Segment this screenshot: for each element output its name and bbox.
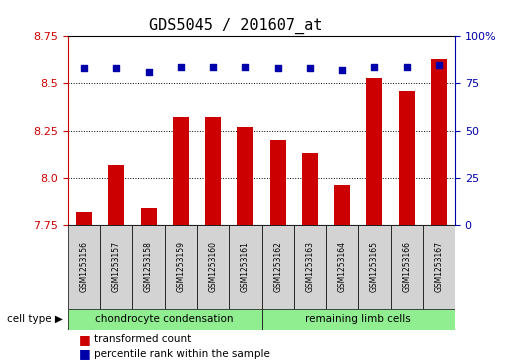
Text: ■: ■ xyxy=(78,347,90,360)
Point xyxy=(209,64,218,69)
Bar xyxy=(100,225,132,309)
Bar xyxy=(302,153,318,225)
Point xyxy=(370,64,379,69)
Text: GSM1253156: GSM1253156 xyxy=(79,241,88,292)
Bar xyxy=(262,309,455,330)
Text: GSM1253163: GSM1253163 xyxy=(305,241,314,292)
Bar xyxy=(423,225,455,309)
Bar xyxy=(205,118,221,225)
Bar xyxy=(366,78,382,225)
Bar xyxy=(326,225,358,309)
Point xyxy=(112,65,120,71)
Text: GSM1253166: GSM1253166 xyxy=(402,241,411,292)
Text: chondrocyte condensation: chondrocyte condensation xyxy=(96,314,234,325)
Text: GSM1253157: GSM1253157 xyxy=(112,241,121,292)
Text: GSM1253162: GSM1253162 xyxy=(273,241,282,292)
Text: GSM1253165: GSM1253165 xyxy=(370,241,379,292)
Point xyxy=(177,64,185,69)
Point xyxy=(338,68,346,73)
Bar xyxy=(294,225,326,309)
Text: GDS5045 / 201607_at: GDS5045 / 201607_at xyxy=(149,18,322,34)
Point xyxy=(241,64,249,69)
Bar xyxy=(165,225,197,309)
Point xyxy=(435,62,443,68)
Text: GSM1253167: GSM1253167 xyxy=(435,241,444,292)
Bar xyxy=(358,225,391,309)
Point xyxy=(144,69,153,75)
Bar xyxy=(391,225,423,309)
Bar xyxy=(399,91,415,225)
Bar xyxy=(269,140,286,225)
Text: remaining limb cells: remaining limb cells xyxy=(305,314,411,325)
Text: GSM1253159: GSM1253159 xyxy=(176,241,185,292)
Text: GSM1253160: GSM1253160 xyxy=(209,241,218,292)
Bar xyxy=(141,208,157,225)
Text: percentile rank within the sample: percentile rank within the sample xyxy=(94,349,270,359)
Bar xyxy=(173,118,189,225)
Text: GSM1253161: GSM1253161 xyxy=(241,241,250,292)
Bar xyxy=(237,127,254,225)
Bar xyxy=(68,309,262,330)
Bar xyxy=(197,225,229,309)
Text: cell type ▶: cell type ▶ xyxy=(7,314,63,325)
Bar xyxy=(334,185,350,225)
Bar xyxy=(262,225,294,309)
Bar xyxy=(108,165,124,225)
Bar xyxy=(229,225,262,309)
Point xyxy=(403,64,411,69)
Bar xyxy=(431,59,447,225)
Bar xyxy=(68,225,100,309)
Bar xyxy=(132,225,165,309)
Text: transformed count: transformed count xyxy=(94,334,191,344)
Point xyxy=(305,65,314,71)
Point xyxy=(274,65,282,71)
Point xyxy=(80,65,88,71)
Text: GSM1253164: GSM1253164 xyxy=(338,241,347,292)
Text: GSM1253158: GSM1253158 xyxy=(144,241,153,292)
Text: ■: ■ xyxy=(78,333,90,346)
Bar xyxy=(76,212,92,225)
